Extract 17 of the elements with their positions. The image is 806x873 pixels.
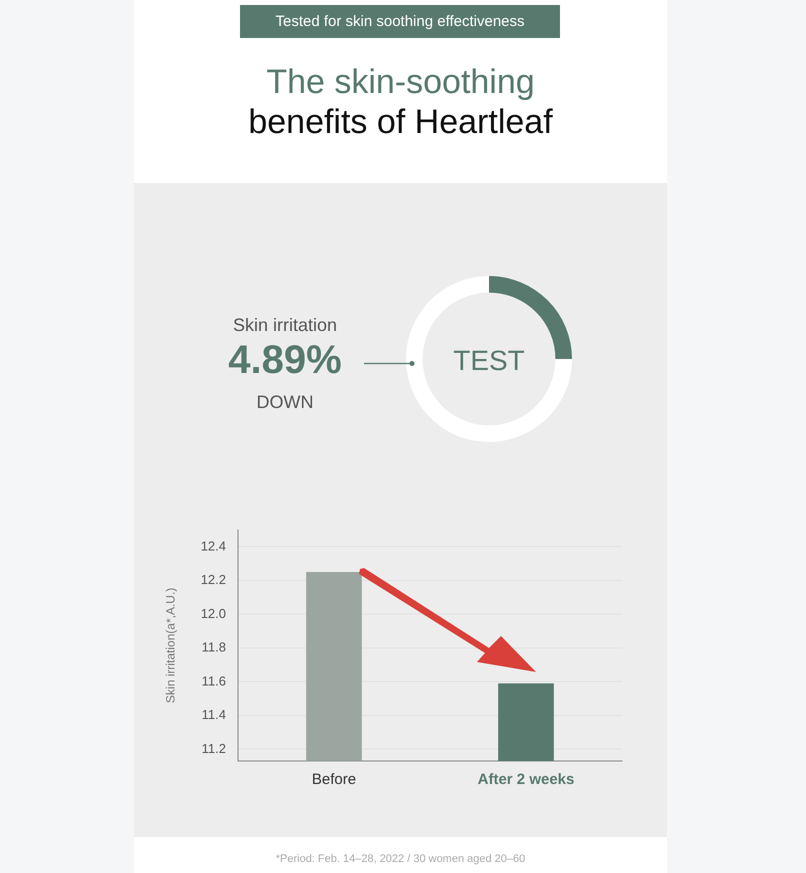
y-tick-label: 11.2 [202,740,226,756]
text: 4.89% [227,338,343,383]
x-tick-label: Before [312,771,356,788]
text: TEST [452,345,526,377]
y-tick-label: 12.4 [200,538,226,554]
y-tick-label: 12.0 [200,606,226,621]
y-axis-title: Skin irritation(a*,A.U.) [164,588,178,704]
text: DOWN [256,392,314,413]
chart-title: The skin-soothing benefits of Heartleaf [247,62,554,142]
y-tick-label: 12.2 [200,572,226,588]
y-tick-label: 11.8 [202,640,226,655]
x-tick-label: After 2 weeks [478,771,574,788]
text: Skin irritation [232,315,338,336]
chart-subtitle: Tested for skin soothing effectiveness [240,5,560,38]
text: *Period: Feb. 14–28, 2022 / 30 women aged 20–60 [274,853,526,865]
y-tick-label: 11.4 [202,707,226,722]
y-tick-label: 11.6 [202,673,226,688]
